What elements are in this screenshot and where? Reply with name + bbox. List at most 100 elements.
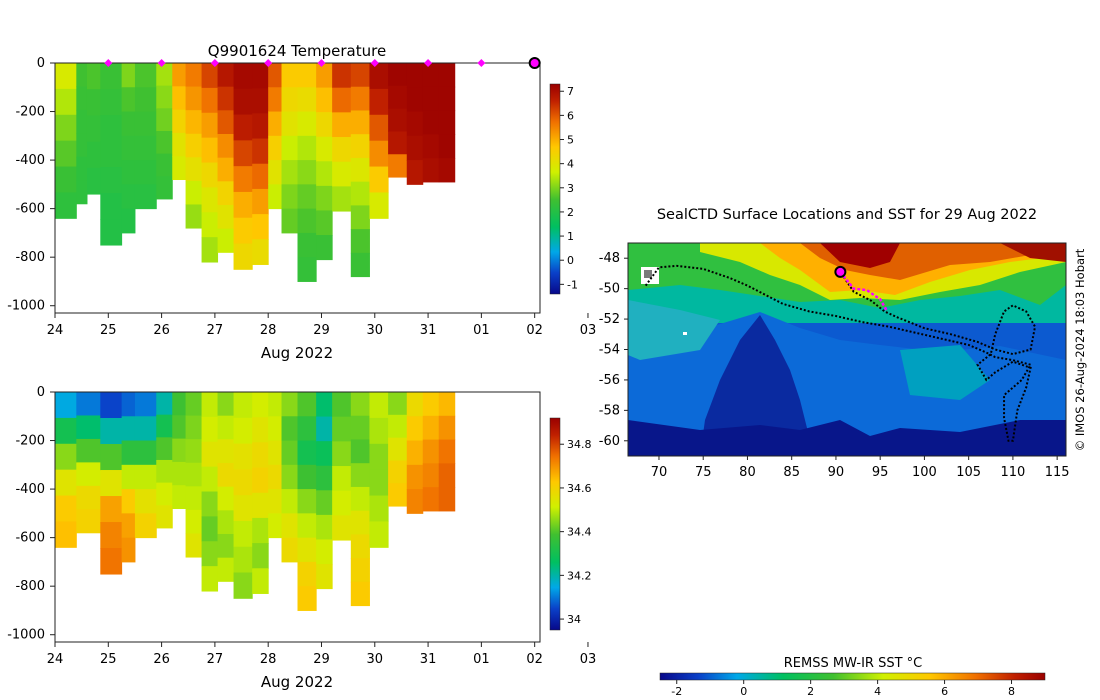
heatmap-cell bbox=[217, 415, 235, 440]
heatmap-cell bbox=[134, 513, 157, 539]
heatmap-cell bbox=[55, 114, 77, 142]
heatmap-cell bbox=[201, 516, 219, 542]
heatmap-cell bbox=[185, 133, 203, 158]
heatmap-cell bbox=[185, 439, 203, 464]
heatmap-cell bbox=[438, 392, 456, 417]
sst-colorbar-tick-label: 6 bbox=[941, 685, 948, 698]
heatmap-cell bbox=[438, 86, 456, 112]
heatmap-cell bbox=[422, 392, 440, 417]
heatmap-cell bbox=[121, 416, 136, 442]
heatmap-cell bbox=[350, 510, 370, 535]
sst-colorbar bbox=[659, 672, 1046, 681]
heatmap-cell bbox=[332, 112, 352, 138]
heatmap-cell bbox=[252, 138, 269, 165]
heatmap-cell bbox=[252, 113, 269, 140]
salinity-cells bbox=[55, 392, 456, 611]
heatmap-cell bbox=[252, 543, 269, 569]
heatmap-cell bbox=[217, 486, 235, 511]
heatmap-cell bbox=[201, 566, 219, 592]
heatmap-cell bbox=[185, 533, 203, 558]
heatmap-cell bbox=[281, 135, 298, 161]
heatmap-cell bbox=[76, 156, 88, 181]
heatmap-cell bbox=[172, 415, 187, 440]
heatmap-cell bbox=[185, 204, 203, 229]
heatmap-cell bbox=[281, 160, 298, 185]
heatmap-cell bbox=[316, 210, 333, 236]
colorbar-tick-label: 5 bbox=[567, 134, 574, 147]
heatmap-cell bbox=[76, 509, 101, 534]
heatmap-cell bbox=[350, 558, 370, 583]
heatmap-cell bbox=[316, 465, 333, 491]
heatmap-cell bbox=[185, 180, 203, 205]
heatmap-cell bbox=[369, 192, 389, 219]
heatmap-cell bbox=[388, 85, 408, 110]
heatmap-cell bbox=[100, 418, 123, 445]
map-y-tick-label: -58 bbox=[599, 403, 620, 418]
heatmap-cell bbox=[76, 438, 101, 463]
heatmap-cell bbox=[252, 467, 269, 494]
map-y-tick-label: -54 bbox=[599, 343, 620, 358]
heatmap-cell bbox=[406, 135, 424, 161]
sst-colorbar-tick-label: 0 bbox=[740, 685, 747, 698]
heatmap-cell bbox=[217, 63, 235, 88]
heatmap-cell bbox=[422, 415, 440, 441]
heatmap-cell bbox=[438, 63, 456, 88]
heatmap-cell bbox=[55, 495, 77, 522]
heatmap-cell bbox=[134, 416, 157, 442]
heatmap-cell bbox=[369, 495, 389, 522]
heatmap-cell bbox=[172, 461, 187, 486]
heatmap-cell bbox=[100, 444, 123, 471]
x-tick-label: 26 bbox=[153, 652, 170, 667]
heatmap-cell bbox=[172, 132, 187, 157]
heatmap-cell bbox=[156, 108, 173, 132]
heatmap-cell bbox=[297, 537, 317, 563]
heatmap-cell bbox=[297, 184, 317, 210]
heatmap-cell bbox=[297, 464, 317, 490]
y-tick-label: 0 bbox=[37, 385, 45, 400]
heatmap-cell bbox=[252, 239, 269, 265]
heatmap-cell bbox=[350, 229, 370, 254]
heatmap-cell bbox=[121, 87, 136, 113]
heatmap-cell bbox=[406, 489, 424, 514]
heatmap-cell bbox=[268, 87, 283, 113]
heatmap-cell bbox=[121, 135, 136, 161]
sst-colorbar-tick-label: 4 bbox=[874, 685, 881, 698]
x-tick-label: 30 bbox=[367, 323, 384, 338]
heatmap-cell bbox=[172, 109, 187, 134]
heatmap-cell bbox=[100, 167, 123, 194]
x-tick-label: 27 bbox=[207, 652, 224, 667]
heatmap-cell bbox=[297, 87, 317, 113]
heatmap-cell bbox=[422, 487, 440, 512]
heatmap-cell bbox=[350, 110, 370, 135]
x-tick-label: 31 bbox=[420, 323, 437, 338]
surface-marker bbox=[210, 59, 219, 67]
y-tick-label: -800 bbox=[15, 250, 45, 265]
heatmap-cell bbox=[100, 548, 123, 575]
temperature-colorbar bbox=[549, 83, 561, 295]
salinity-x-ticks: 24 25 26 27 28 29 30 31 01 02 03 bbox=[47, 642, 596, 667]
heatmap-cell bbox=[332, 161, 352, 187]
y-tick-label: -400 bbox=[15, 482, 45, 497]
heatmap-cell bbox=[332, 186, 352, 212]
heatmap-cell bbox=[233, 191, 253, 219]
heatmap-cell bbox=[316, 63, 333, 89]
heatmap-cell bbox=[172, 485, 187, 510]
surface-marker bbox=[264, 59, 273, 67]
heatmap-cell bbox=[233, 520, 253, 548]
heatmap-cell bbox=[297, 440, 317, 466]
heatmap-cell bbox=[185, 509, 203, 534]
heatmap-cell bbox=[76, 415, 101, 440]
seal-track bbox=[644, 264, 1037, 442]
y-tick-label: -1000 bbox=[7, 628, 45, 643]
y-tick-label: 0 bbox=[37, 56, 45, 71]
heatmap-cell bbox=[422, 63, 440, 88]
heatmap-cell bbox=[185, 462, 203, 487]
heatmap-cell bbox=[297, 63, 317, 88]
heatmap-cell bbox=[332, 466, 352, 492]
heatmap-cell bbox=[156, 414, 173, 438]
heatmap-cell bbox=[156, 505, 173, 529]
x-tick-label: 29 bbox=[313, 652, 330, 667]
heatmap-cell bbox=[201, 137, 219, 164]
heatmap-cell bbox=[369, 63, 389, 90]
map-y-tick-label: -60 bbox=[599, 434, 620, 449]
